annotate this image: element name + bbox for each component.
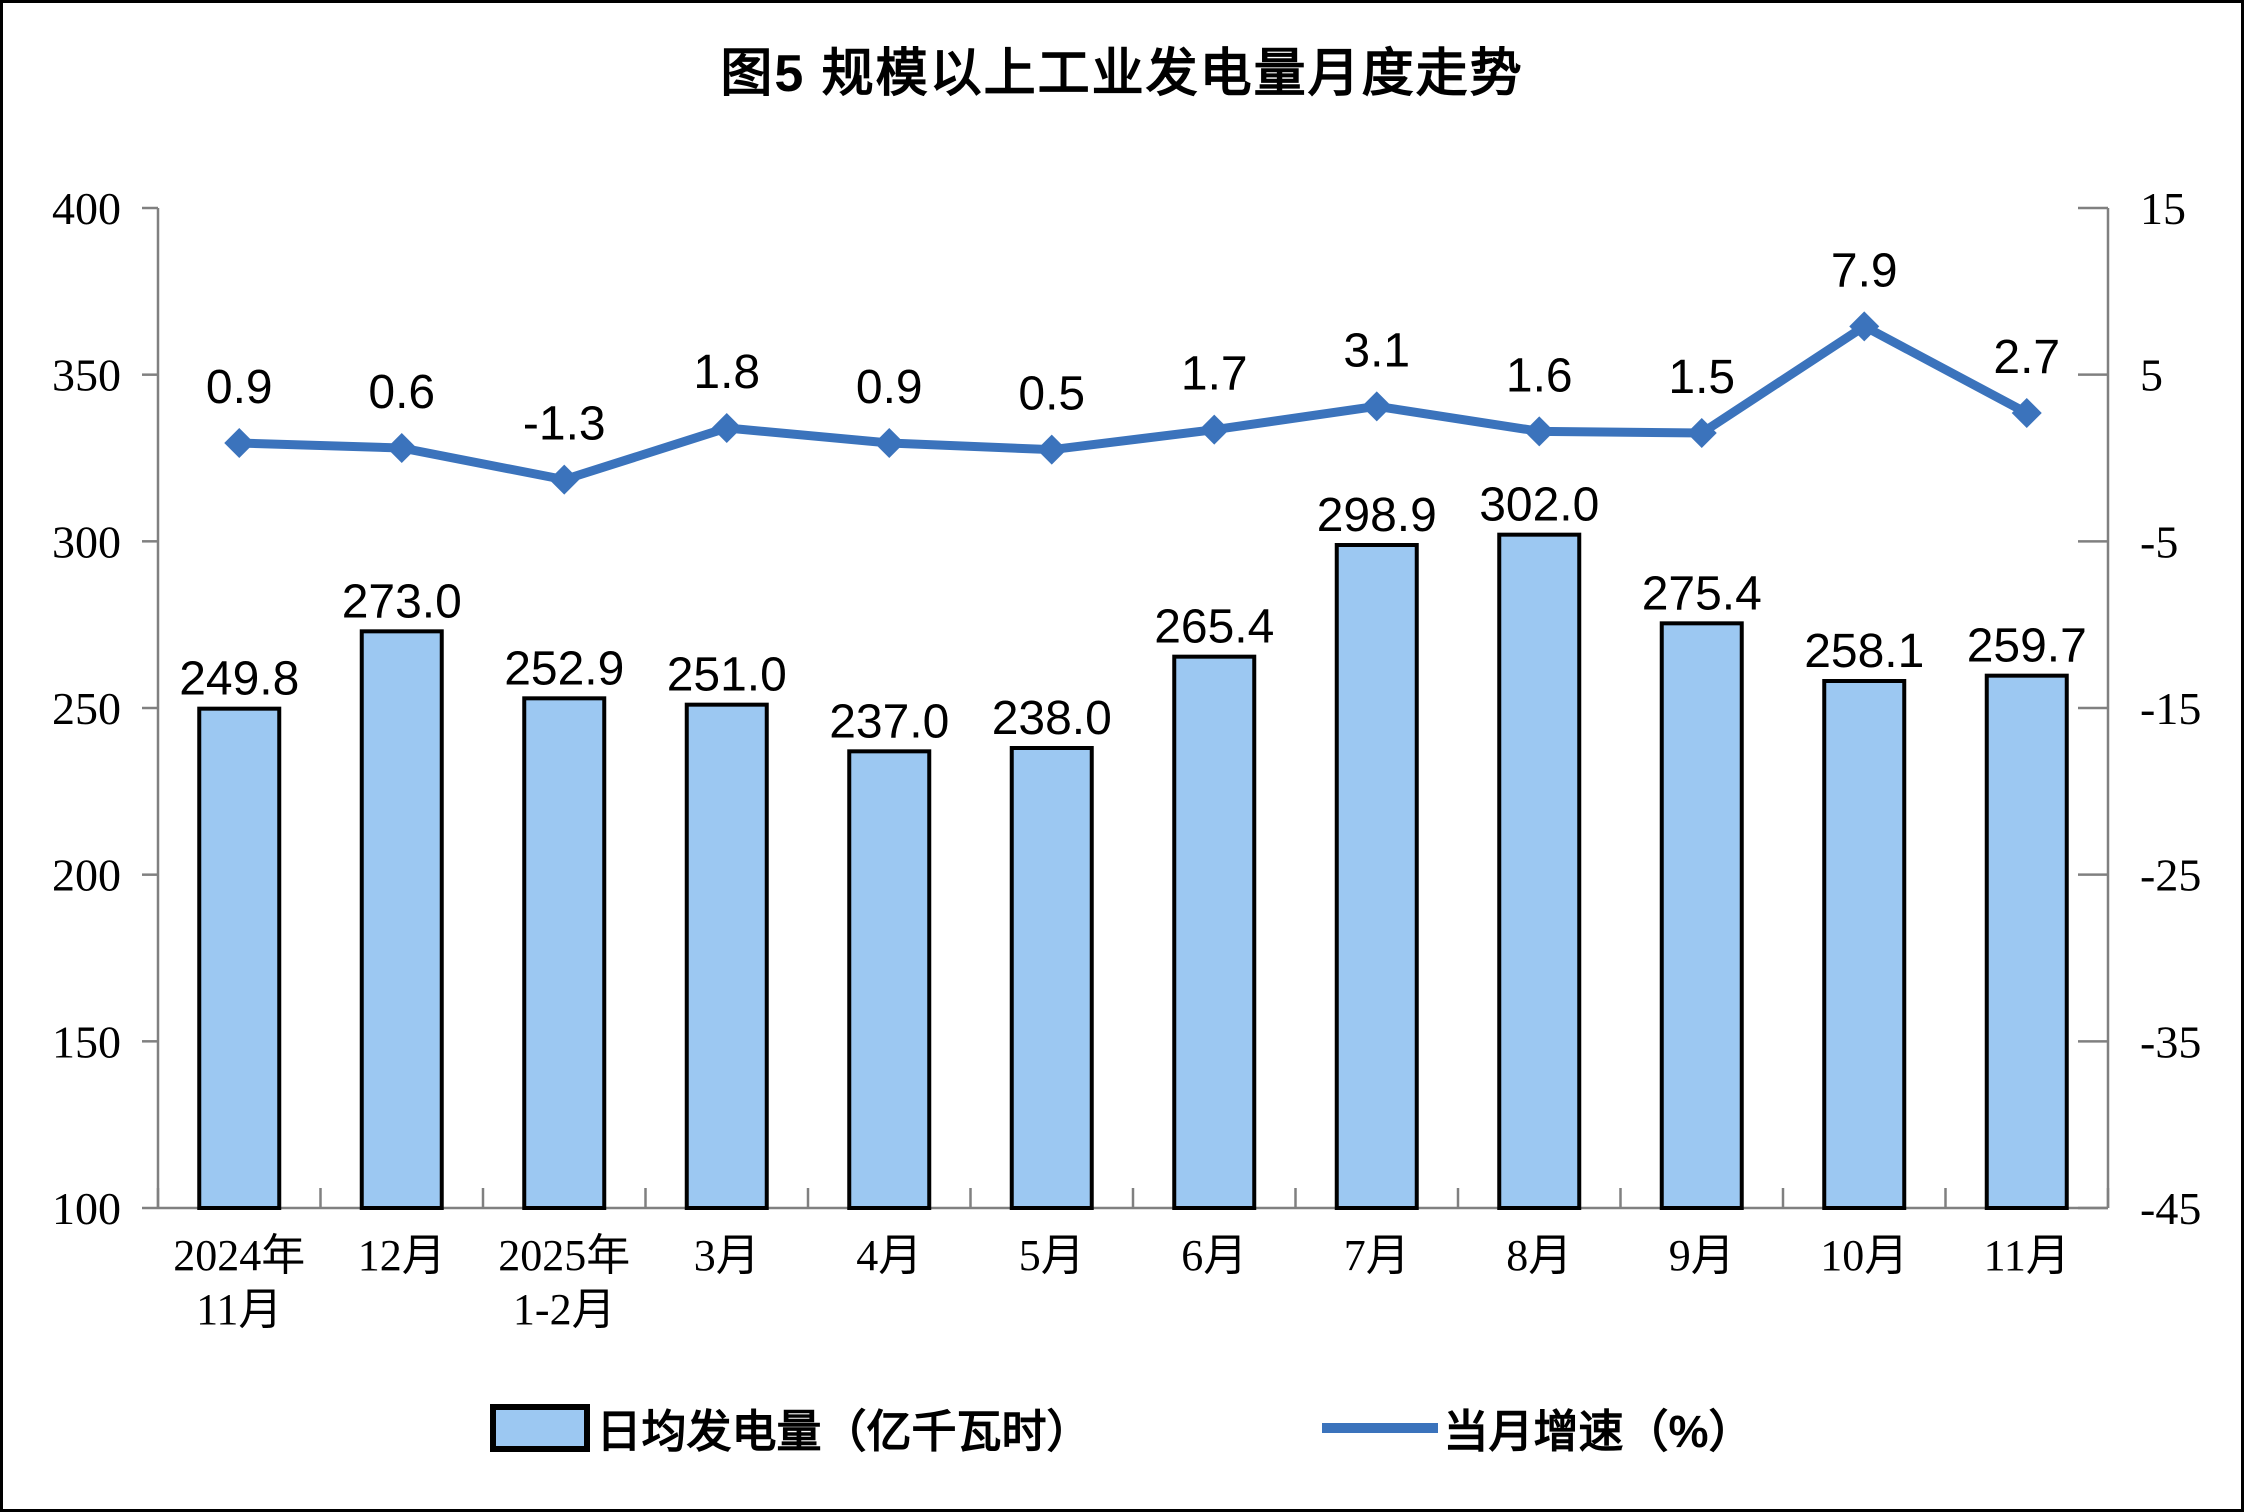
bar-data-label: 252.9 — [504, 642, 624, 695]
x-axis-category-label: 12月 — [358, 1231, 446, 1280]
x-axis-category-label: 7月 — [1344, 1231, 1410, 1280]
right-axis-tick-label: -25 — [2140, 850, 2201, 901]
legend: 日均发电量（亿千瓦时） 当月增速（%） — [3, 1395, 2241, 1460]
bar — [1497, 532, 1582, 1210]
bar-series — [197, 532, 2069, 1211]
line-data-label: 0.9 — [206, 361, 273, 414]
x-axis-category-label: 1-2月 — [513, 1285, 616, 1334]
right-axis-tick-label: -5 — [2140, 516, 2178, 567]
diamond-marker-icon — [1036, 434, 1067, 465]
bar-data-label: 275.4 — [1642, 567, 1762, 620]
diamond-marker-icon — [1199, 414, 1230, 445]
diamond-marker-icon — [1686, 418, 1717, 448]
bar-data-label: 259.7 — [1967, 620, 2087, 673]
x-axis-category-label: 10月 — [1820, 1231, 1908, 1280]
bar-data-label: 258.1 — [1804, 625, 1924, 678]
diamond-marker-icon — [224, 428, 255, 458]
x-axis-category-label: 6月 — [1181, 1231, 1247, 1280]
bar-swatch-icon — [490, 1403, 591, 1452]
legend-item-bar: 日均发电量（亿千瓦时） — [490, 1395, 1092, 1460]
line-data-label: 0.6 — [368, 366, 435, 419]
line-data-label: -1.3 — [523, 398, 606, 451]
line-markers — [224, 311, 2042, 495]
diamond-marker-icon — [711, 413, 742, 443]
bar — [522, 696, 607, 1210]
bar — [684, 702, 769, 1211]
line-data-label: 0.9 — [856, 361, 923, 414]
bar — [847, 749, 932, 1210]
legend-bar-label: 日均发电量（亿千瓦时） — [596, 1406, 1092, 1457]
chart-title: 图5 规模以上工业发电量月度走势 — [720, 45, 1524, 103]
right-axis-tick-label: -45 — [2140, 1183, 2201, 1234]
left-axis-tick-label: 100 — [52, 1183, 121, 1234]
bar-data-label: 251.0 — [667, 649, 787, 702]
bar — [1822, 679, 1907, 1210]
line-sample-icon — [1321, 1422, 1438, 1433]
line-data-label: 1.7 — [1181, 348, 1248, 401]
legend-line-label: 当月增速（%） — [1443, 1406, 1754, 1457]
bar — [359, 629, 444, 1210]
line-data-label: 0.5 — [1018, 368, 1085, 421]
x-axis-category-label: 9月 — [1669, 1231, 1735, 1280]
bar-data-label: 273.0 — [342, 575, 462, 628]
bar-data-label: 302.0 — [1479, 479, 1599, 532]
x-axis-category-label: 11月 — [1984, 1231, 2070, 1280]
left-axis-tick-label: 350 — [52, 350, 121, 401]
diamond-marker-icon — [874, 428, 905, 458]
diamond-marker-icon — [2011, 398, 2042, 428]
line-data-label: 7.9 — [1831, 244, 1898, 297]
left-axis-tick-label: 400 — [52, 183, 121, 234]
x-axis-category-label: 2024年 — [173, 1231, 305, 1280]
bar — [1009, 746, 1094, 1210]
legend-item-line: 当月增速（%） — [1321, 1395, 1754, 1460]
right-axis-tick-label: 5 — [2140, 350, 2163, 401]
bar — [1659, 621, 1744, 1210]
diamond-marker-icon — [1524, 416, 1555, 447]
bar — [1334, 543, 1419, 1210]
bar — [1984, 673, 2069, 1210]
line-data-label: 1.8 — [693, 346, 760, 399]
x-axis-category-label: 4月 — [856, 1231, 922, 1280]
x-axis-category-label: 3月 — [694, 1231, 760, 1280]
x-axis-category-label: 5月 — [1019, 1231, 1085, 1280]
left-axis-tick-label: 300 — [52, 516, 121, 567]
right-axis-tick-label: 15 — [2140, 183, 2186, 234]
bar-data-label: 238.0 — [992, 692, 1112, 745]
right-axis-tick-label: -15 — [2140, 683, 2201, 734]
bar-data-label: 265.4 — [1154, 601, 1274, 654]
line-data-label: 1.5 — [1668, 351, 1735, 404]
diamond-marker-icon — [386, 433, 417, 463]
x-axis-category-label: 2025年 — [498, 1231, 630, 1280]
bar — [1172, 654, 1257, 1210]
plot-area: 400 350 300 250 200 150 100 15 5 -5 -15 -25 -35 -45 20… — [52, 183, 2201, 1334]
x-axis-category-label: 8月 — [1506, 1231, 1572, 1280]
right-axis-tick-label: -35 — [2140, 1016, 2201, 1067]
line-data-label: 2.7 — [1993, 331, 2060, 384]
bar-data-label: 237.0 — [829, 695, 949, 748]
diamond-marker-icon — [1361, 1408, 1399, 1446]
bar-data-label: 298.9 — [1317, 489, 1437, 542]
diamond-marker-icon — [549, 464, 580, 495]
growth-line — [239, 321, 2029, 485]
left-axis-tick-label: 200 — [52, 850, 121, 901]
diamond-marker-icon — [1849, 311, 1880, 342]
axes — [142, 206, 2110, 1210]
diamond-marker-icon — [1361, 391, 1392, 422]
left-axis-tick-label: 250 — [52, 683, 121, 734]
line-data-label: 1.6 — [1506, 349, 1573, 402]
bar-data-label: 249.8 — [179, 653, 299, 706]
left-axis-tick-label: 150 — [52, 1016, 121, 1067]
x-axis-category-label: 11月 — [196, 1285, 282, 1334]
bar — [197, 706, 282, 1211]
line-data-label: 3.1 — [1343, 324, 1410, 377]
